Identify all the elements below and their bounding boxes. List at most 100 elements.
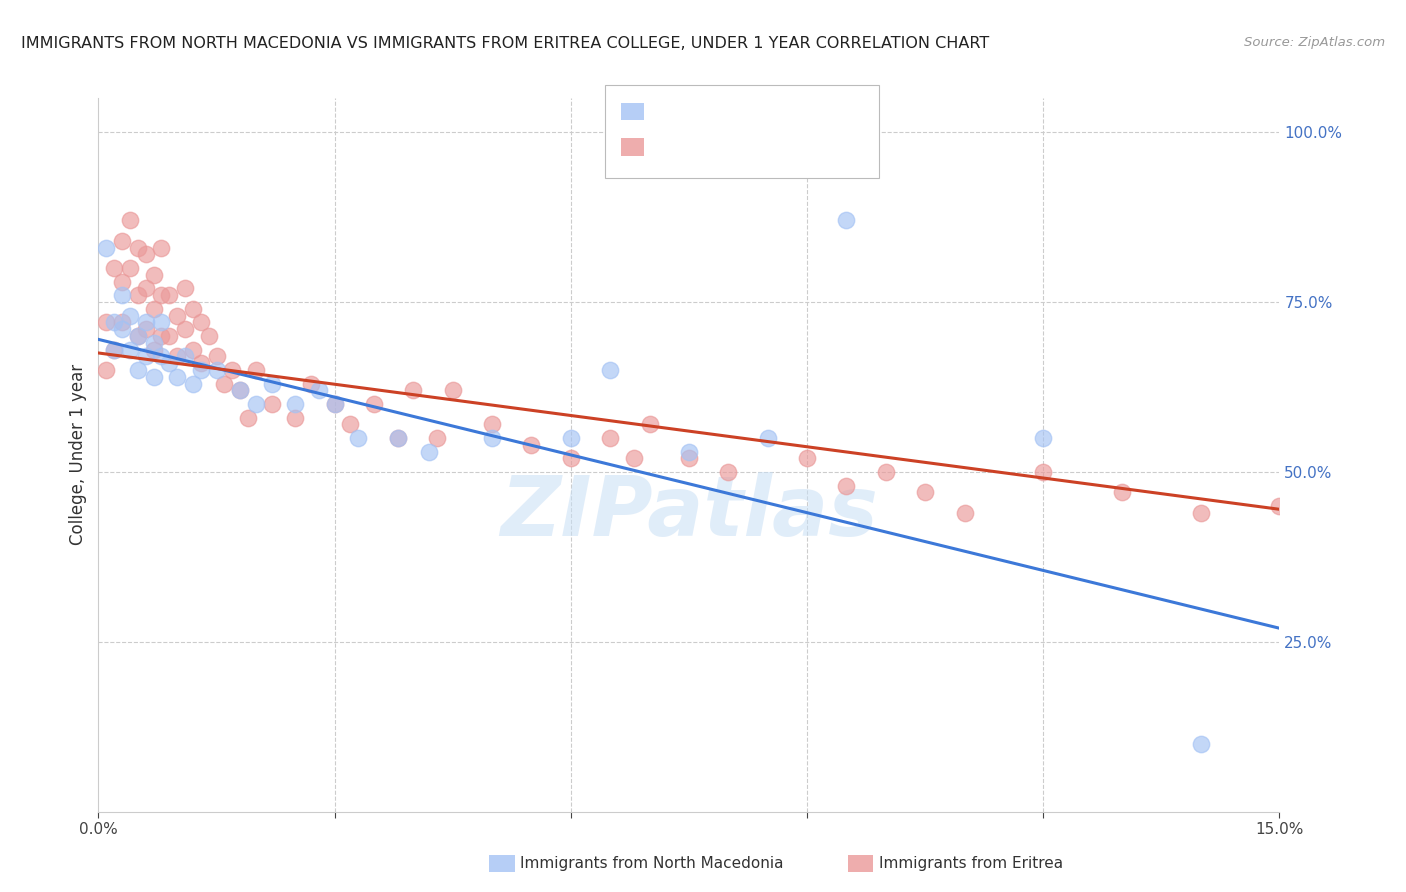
Text: -0.336: -0.336 — [692, 138, 751, 156]
Point — [127, 329, 149, 343]
Point — [1032, 431, 1054, 445]
Point — [299, 376, 322, 391]
Point — [111, 315, 134, 329]
Text: ZIPatlas: ZIPatlas — [501, 472, 877, 552]
Point — [118, 309, 141, 323]
Point — [756, 431, 779, 445]
Point — [599, 363, 621, 377]
Text: Immigrants from Eritrea: Immigrants from Eritrea — [879, 856, 1063, 871]
Point — [426, 431, 449, 445]
Point — [205, 363, 228, 377]
Text: 38: 38 — [797, 103, 820, 120]
Point — [118, 260, 141, 275]
Point — [157, 329, 180, 343]
Text: 65: 65 — [797, 138, 820, 156]
Point — [174, 322, 197, 336]
Point — [323, 397, 346, 411]
Y-axis label: College, Under 1 year: College, Under 1 year — [69, 364, 87, 546]
Point — [953, 506, 976, 520]
Point — [214, 376, 236, 391]
Point — [96, 241, 118, 255]
Point — [796, 451, 818, 466]
Point — [229, 384, 252, 398]
Point — [190, 363, 212, 377]
Point — [678, 451, 700, 466]
Point — [387, 431, 409, 445]
Point — [1189, 737, 1212, 751]
Point — [245, 363, 267, 377]
Point — [835, 213, 858, 227]
Point — [197, 329, 219, 343]
Point — [142, 369, 165, 384]
Point — [363, 397, 385, 411]
Point — [157, 356, 180, 370]
Point — [150, 350, 173, 364]
Point — [127, 329, 149, 343]
Point — [135, 281, 157, 295]
Point — [166, 369, 188, 384]
Point — [190, 315, 212, 329]
Point — [174, 281, 197, 295]
Point — [111, 322, 134, 336]
Point — [284, 397, 307, 411]
Point — [181, 301, 204, 316]
Text: R =: R = — [654, 138, 690, 156]
Point — [599, 431, 621, 445]
Point — [103, 343, 125, 357]
Point — [875, 465, 897, 479]
Point — [150, 315, 173, 329]
Point — [127, 288, 149, 302]
Text: R =: R = — [654, 103, 690, 120]
Point — [205, 350, 228, 364]
Point — [1189, 506, 1212, 520]
Point — [236, 410, 259, 425]
Point — [284, 410, 307, 425]
Point — [245, 397, 267, 411]
Point — [96, 363, 118, 377]
Point — [150, 329, 173, 343]
Point — [387, 431, 409, 445]
Point — [323, 397, 346, 411]
Point — [441, 384, 464, 398]
Point — [111, 234, 134, 248]
Point — [638, 417, 661, 432]
Point — [166, 350, 188, 364]
Point — [623, 451, 645, 466]
Text: N =: N = — [759, 138, 796, 156]
Point — [260, 397, 283, 411]
Point — [103, 343, 125, 357]
Point — [127, 363, 149, 377]
Point — [166, 309, 188, 323]
Point — [678, 444, 700, 458]
Point — [221, 363, 243, 377]
Text: N =: N = — [759, 103, 796, 120]
Point — [717, 465, 740, 479]
Point — [142, 343, 165, 357]
Point — [1032, 465, 1054, 479]
Text: IMMIGRANTS FROM NORTH MACEDONIA VS IMMIGRANTS FROM ERITREA COLLEGE, UNDER 1 YEAR: IMMIGRANTS FROM NORTH MACEDONIA VS IMMIG… — [21, 36, 990, 51]
Point — [181, 376, 204, 391]
Point — [481, 417, 503, 432]
Point — [111, 275, 134, 289]
Point — [560, 451, 582, 466]
Point — [481, 431, 503, 445]
Point — [157, 288, 180, 302]
Point — [111, 288, 134, 302]
Point — [190, 356, 212, 370]
Point — [308, 384, 330, 398]
Point — [914, 485, 936, 500]
Point — [150, 241, 173, 255]
Point — [118, 343, 141, 357]
Point — [103, 315, 125, 329]
Point — [142, 268, 165, 282]
Text: Immigrants from North Macedonia: Immigrants from North Macedonia — [520, 856, 783, 871]
Point — [103, 260, 125, 275]
Point — [135, 315, 157, 329]
Point — [402, 384, 425, 398]
Point — [142, 301, 165, 316]
Point — [181, 343, 204, 357]
Point — [135, 247, 157, 261]
Point — [1268, 499, 1291, 513]
Point — [229, 384, 252, 398]
Point — [118, 213, 141, 227]
